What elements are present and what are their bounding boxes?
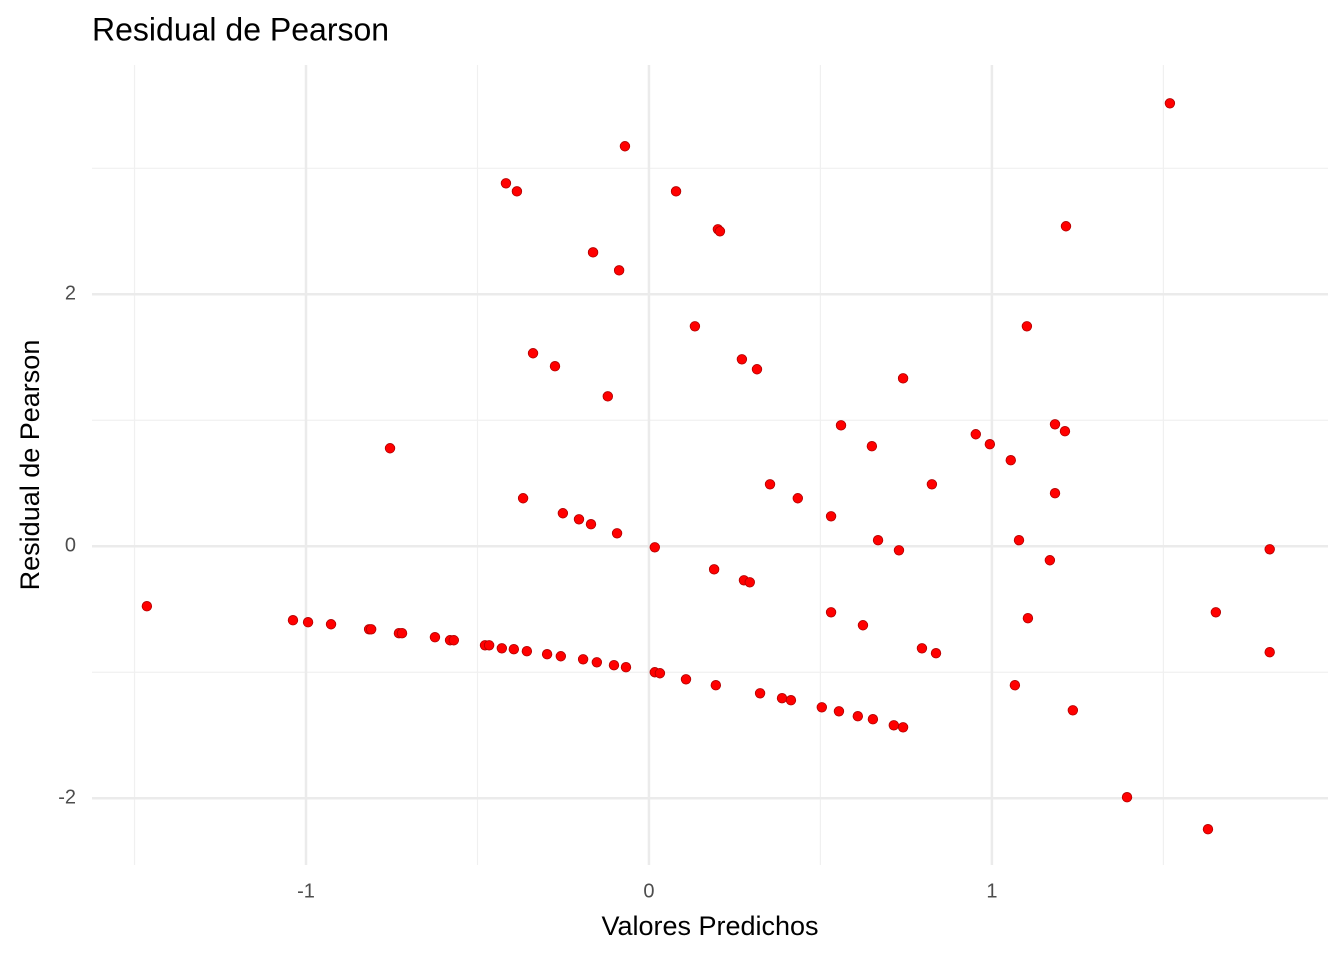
point — [893, 545, 905, 556]
point — [888, 720, 900, 731]
point — [591, 657, 603, 668]
x-axis-label: Valores Predichos — [601, 911, 818, 941]
point — [500, 178, 512, 189]
point — [384, 443, 396, 454]
point — [396, 627, 408, 639]
point — [689, 321, 701, 332]
point — [835, 420, 847, 431]
point — [365, 624, 377, 635]
point — [751, 364, 763, 375]
point — [897, 722, 909, 733]
point — [511, 186, 523, 197]
point — [1264, 647, 1275, 658]
point — [585, 519, 597, 530]
point — [429, 632, 441, 643]
x-tick-label: 0 — [643, 880, 654, 902]
point — [527, 348, 539, 359]
x-tick-label: 1 — [986, 880, 997, 902]
point — [866, 441, 878, 452]
point — [1067, 705, 1079, 716]
point — [448, 635, 460, 646]
point — [508, 643, 520, 655]
point — [867, 714, 879, 725]
point — [557, 508, 569, 519]
x-tick-label: -1 — [297, 880, 315, 902]
point — [1060, 221, 1072, 232]
point — [1049, 419, 1061, 430]
point — [708, 564, 720, 575]
point — [1264, 544, 1275, 555]
point — [1022, 612, 1034, 624]
point — [587, 247, 599, 258]
y-axis-label: Residual de Pearson — [15, 340, 45, 591]
point — [620, 662, 632, 673]
point — [736, 354, 748, 365]
point — [833, 706, 845, 717]
point — [577, 654, 589, 665]
point — [714, 226, 726, 237]
point — [776, 692, 788, 704]
point — [1005, 455, 1016, 466]
point — [970, 429, 981, 440]
point — [744, 577, 755, 588]
point — [1059, 426, 1071, 437]
point — [302, 617, 314, 628]
point — [496, 643, 508, 654]
point — [670, 186, 682, 197]
point — [1049, 488, 1061, 499]
y-tick-label: 0 — [65, 535, 76, 557]
point — [825, 607, 837, 618]
point — [1164, 98, 1176, 109]
point — [916, 643, 928, 654]
point — [619, 141, 631, 152]
point — [654, 668, 666, 679]
y-tick-label: 2 — [65, 283, 76, 305]
point — [573, 514, 585, 525]
point — [1009, 680, 1021, 691]
point — [613, 265, 625, 276]
point — [897, 373, 909, 384]
point — [825, 511, 837, 522]
point — [1202, 824, 1214, 835]
point — [521, 646, 533, 657]
point — [611, 528, 623, 539]
point — [649, 542, 660, 553]
point — [926, 479, 938, 490]
point — [872, 535, 884, 546]
point — [792, 493, 803, 504]
point — [141, 601, 153, 612]
point — [325, 619, 337, 630]
point — [764, 479, 776, 490]
point — [1021, 321, 1033, 332]
point — [710, 680, 722, 691]
point — [483, 640, 495, 651]
point — [816, 702, 828, 713]
point — [984, 439, 996, 450]
point — [785, 695, 797, 706]
point — [541, 649, 553, 660]
point — [754, 688, 766, 699]
point — [602, 391, 614, 402]
point — [1044, 555, 1056, 566]
point — [517, 493, 529, 504]
point — [680, 674, 692, 685]
point — [555, 651, 567, 662]
point — [930, 648, 942, 659]
point — [549, 361, 561, 372]
point — [852, 711, 864, 722]
point — [608, 659, 620, 671]
chart-title: Residual de Pearson — [92, 11, 389, 47]
point — [287, 615, 299, 626]
point — [857, 620, 869, 631]
point — [1210, 607, 1222, 618]
y-tick-label: -2 — [58, 787, 76, 809]
point — [1013, 535, 1025, 546]
point — [1121, 792, 1133, 803]
